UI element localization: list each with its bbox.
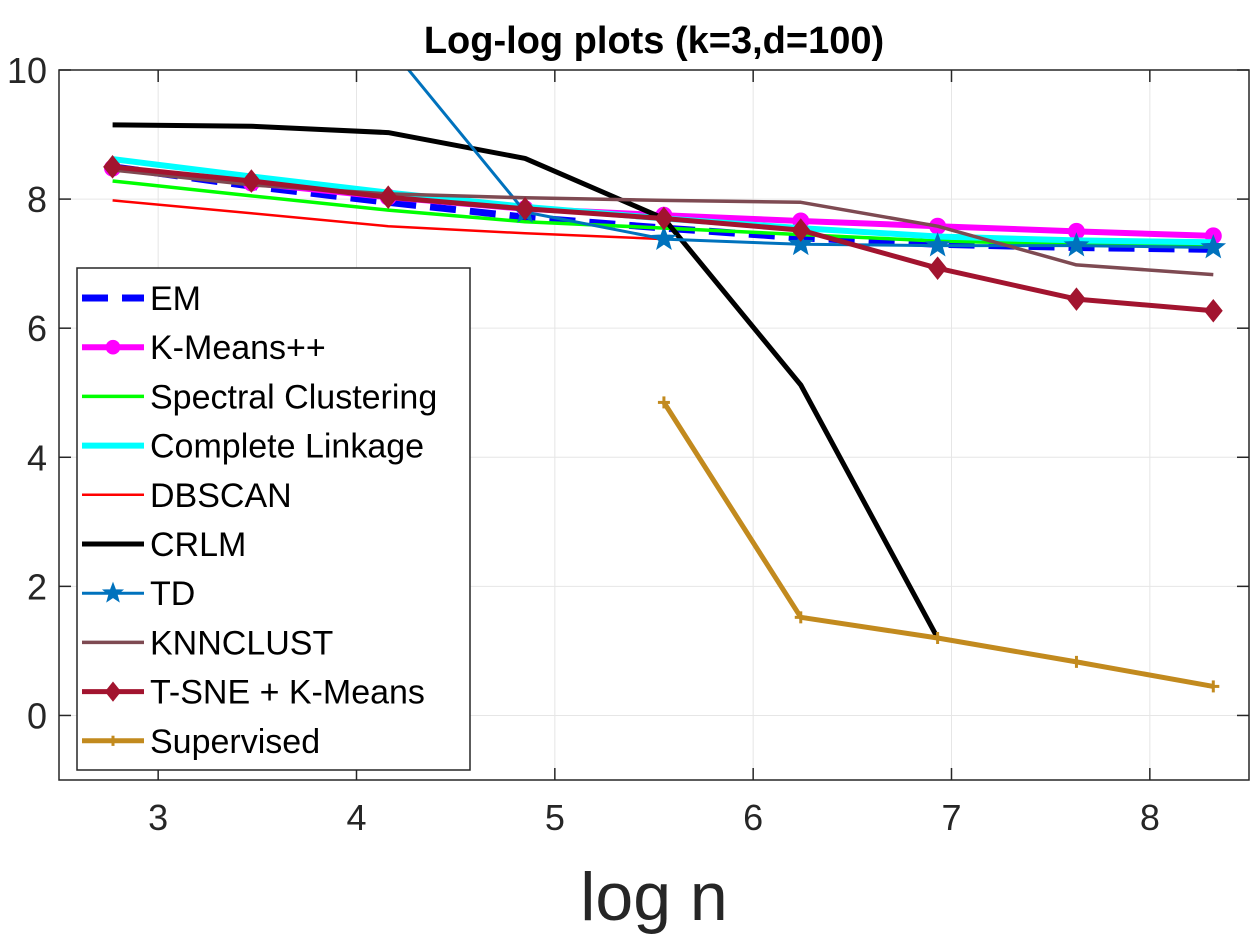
series-supervised — [657, 396, 1220, 693]
data-point-t-sne-k-means — [241, 169, 261, 193]
legend-item-crlm: CRLM — [82, 526, 246, 564]
data-point-td — [924, 232, 951, 257]
data-point-td — [1063, 232, 1090, 257]
x-tick-label: 7 — [941, 797, 961, 838]
legend-label-crlm: CRLM — [150, 526, 246, 564]
legend-item-td: TD — [82, 575, 195, 613]
legend: EM K-Means++ Spectral Clustering Complete L… — [76, 267, 471, 771]
data-point-supervised — [794, 611, 807, 624]
series-crlm — [112, 122, 940, 640]
legend-item-em: EM — [82, 280, 201, 318]
y-tick-label: 0 — [27, 695, 47, 736]
x-tick-label: 6 — [743, 797, 763, 838]
legend-item-spectral-clustering: Spectral Clustering — [82, 378, 437, 416]
legend-label-spectral-clustering: Spectral Clustering — [150, 378, 437, 416]
ticks: 3 4 5 6 7 8 0 2 4 6 8 10 — [7, 50, 1249, 838]
legend-item-k-means: K-Means++ — [82, 329, 326, 367]
x-tick-label: 4 — [346, 797, 366, 838]
plot-frame — [58, 69, 1250, 781]
x-tick-label: 8 — [1140, 797, 1160, 838]
legend-marker-supervised — [107, 735, 119, 746]
data-point-t-sne-k-means — [515, 196, 535, 221]
series-line-crlm — [112, 122, 940, 640]
legend-marker-t-sne-k-means — [104, 681, 122, 702]
series-t-sne-k-means — [103, 155, 1223, 323]
legend-item-knnclust: KNNCLUST — [82, 624, 333, 662]
y-tick-label: 4 — [27, 437, 47, 478]
legend-label-knnclust: KNNCLUST — [150, 624, 333, 662]
series-layer — [103, 70, 1227, 693]
legend-label-supervised: Supervised — [150, 723, 320, 761]
legend-item-t-sne-k-means: T-SNE + K-Means — [82, 674, 425, 712]
chart-title: Log-log plots (k=3,d=100) — [424, 20, 884, 62]
data-point-supervised — [657, 396, 670, 409]
data-point-t-sne-k-means — [378, 185, 398, 209]
x-tick-label: 3 — [148, 797, 168, 838]
data-point-td — [1200, 234, 1227, 259]
legend-marker-td — [101, 581, 125, 603]
x-tick-label: 5 — [545, 797, 565, 838]
data-point-t-sne-k-means — [928, 256, 948, 280]
data-point-t-sne-k-means — [1067, 287, 1086, 311]
legend-marker-k-means — [105, 339, 121, 355]
legend-item-supervised: Supervised — [82, 723, 320, 761]
x-axis-label: log n — [580, 859, 727, 935]
data-point-t-sne-k-means — [1203, 298, 1223, 323]
series-line-dbscan — [112, 199, 664, 241]
legend-label-td: TD — [150, 575, 195, 613]
legend-label-em: EM — [150, 280, 201, 318]
legend-label-complete-linkage: Complete Linkage — [150, 428, 424, 466]
legend-item-dbscan: DBSCAN — [82, 477, 292, 515]
legend-label-dbscan: DBSCAN — [150, 477, 292, 515]
legend-label-k-means: K-Means++ — [150, 329, 326, 367]
data-point-t-sne-k-means — [654, 206, 674, 231]
data-point-td — [651, 225, 677, 250]
y-tick-label: 10 — [7, 50, 47, 91]
series-dbscan — [112, 199, 664, 241]
y-tick-label: 8 — [27, 179, 47, 220]
data-point-supervised — [931, 632, 944, 644]
data-point-td — [788, 230, 814, 256]
data-point-supervised — [1070, 655, 1083, 668]
data-point-t-sne-k-means — [103, 155, 122, 179]
y-tick-label: 2 — [27, 566, 47, 607]
data-point-supervised — [1207, 680, 1220, 693]
legend-label-t-sne-k-means: T-SNE + K-Means — [150, 674, 425, 712]
data-point-t-sne-k-means — [791, 218, 811, 242]
legend-item-complete-linkage: Complete Linkage — [82, 428, 424, 466]
legend-box — [76, 267, 471, 771]
y-tick-label: 6 — [27, 308, 47, 349]
